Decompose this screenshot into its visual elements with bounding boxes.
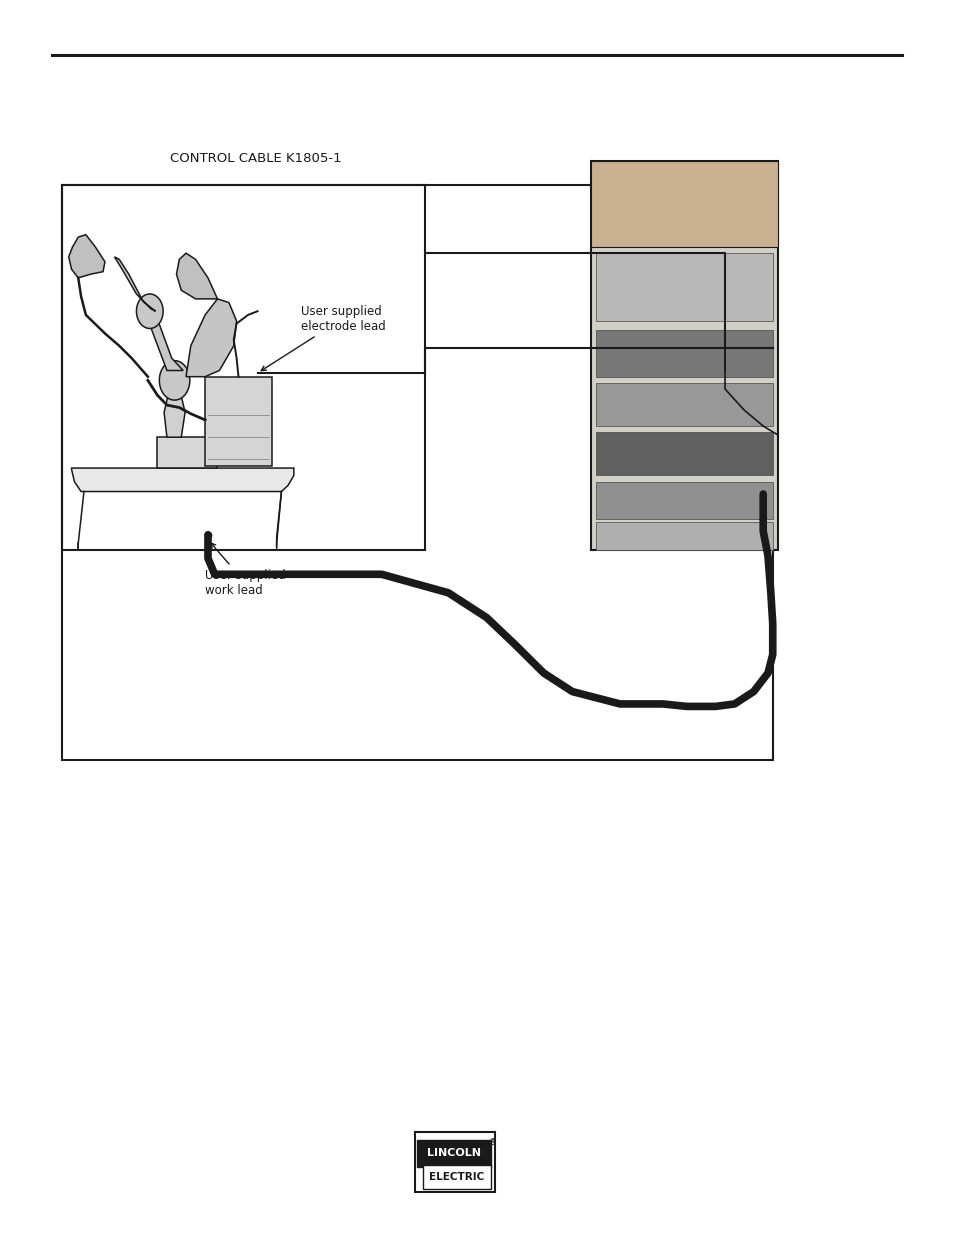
Polygon shape <box>186 299 236 377</box>
Bar <box>62 185 424 550</box>
Text: User supplied
electrode lead: User supplied electrode lead <box>261 305 385 370</box>
Bar <box>596 432 772 475</box>
Bar <box>596 253 772 321</box>
Polygon shape <box>164 388 185 437</box>
Bar <box>596 482 772 519</box>
Bar <box>62 185 772 760</box>
Bar <box>596 330 772 377</box>
Bar <box>415 1132 495 1192</box>
Bar <box>422 1165 491 1189</box>
Polygon shape <box>145 311 183 370</box>
Text: LINCOLN: LINCOLN <box>427 1149 480 1158</box>
Polygon shape <box>176 253 217 299</box>
Polygon shape <box>136 294 163 329</box>
Text: ®: ® <box>489 1137 497 1147</box>
Text: CONTROL CABLE K1805-1: CONTROL CABLE K1805-1 <box>170 152 341 164</box>
Polygon shape <box>71 468 294 492</box>
Polygon shape <box>159 361 190 400</box>
Bar <box>591 161 777 550</box>
Bar <box>591 161 777 247</box>
Text: User supplied
work lead: User supplied work lead <box>205 543 286 597</box>
Bar <box>596 522 772 550</box>
Bar <box>596 383 772 426</box>
Bar <box>157 437 216 468</box>
Polygon shape <box>114 257 155 311</box>
Text: ELECTRIC: ELECTRIC <box>429 1172 484 1182</box>
Bar <box>205 377 272 466</box>
Polygon shape <box>69 235 105 278</box>
Bar <box>416 1140 491 1167</box>
